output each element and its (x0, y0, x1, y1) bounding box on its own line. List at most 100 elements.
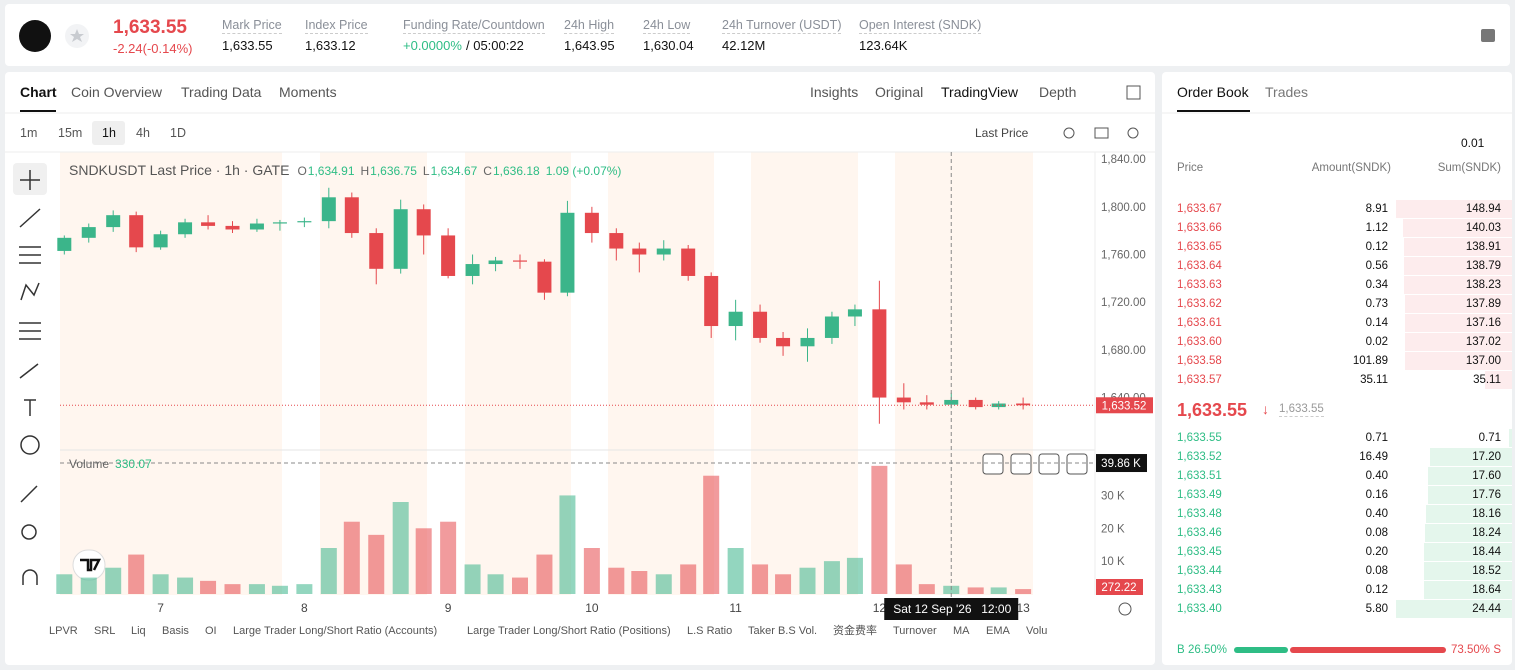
sell-pct: 73.50% (1450, 644, 1490, 656)
ob-tab[interactable]: Order Book (1177, 84, 1249, 100)
candle-body (560, 212, 575, 293)
indicator[interactable]: L.S Ratio (687, 625, 733, 637)
candle-body (944, 399, 959, 405)
ob-price[interactable]: 1,633.43 (1177, 584, 1222, 596)
ob-amount: 0.40 (1365, 508, 1388, 520)
mid-price: 1,633.55 (1177, 400, 1248, 420)
ob-price[interactable]: 1,633.46 (1177, 527, 1222, 539)
indicator[interactable]: Large Trader Long/Short Ratio (Positions… (467, 625, 671, 637)
indicator[interactable]: Basis (162, 625, 189, 637)
ob-price[interactable]: 1,633.48 (1177, 508, 1222, 520)
ob-price[interactable]: 1,633.52 (1177, 451, 1222, 463)
interval[interactable]: 1h (102, 126, 116, 140)
ob-price[interactable]: 1,633.61 (1177, 317, 1222, 329)
candle-body (106, 215, 121, 228)
ob-amount: 0.08 (1365, 527, 1388, 539)
ob-price[interactable]: 1,633.45 (1177, 546, 1222, 558)
volume-bar (846, 557, 863, 594)
indicator[interactable]: EMA (986, 625, 1010, 637)
ob-price[interactable]: 1,633.55 (1177, 432, 1222, 444)
candle-body (728, 311, 743, 327)
candle-body (609, 233, 624, 249)
note-icon[interactable] (1481, 29, 1495, 42)
indicator[interactable]: Large Trader Long/Short Ratio (Accounts) (233, 625, 438, 637)
ob-sum: 18.44 (1472, 546, 1501, 558)
ob-price[interactable]: 1,633.40 (1177, 603, 1222, 615)
ob-price[interactable]: 1,633.66 (1177, 222, 1222, 234)
ob-amount: 0.71 (1365, 432, 1388, 444)
drawing-tools[interactable] (13, 163, 47, 585)
ob-amount: 35.11 (1360, 374, 1388, 386)
indicator[interactable]: LPVR (49, 625, 78, 637)
view-tab[interactable]: Depth (1039, 84, 1077, 100)
indicator[interactable]: Turnover (893, 625, 937, 637)
interval[interactable]: 15m (58, 126, 83, 140)
ob-price[interactable]: 1,633.44 (1177, 565, 1222, 577)
chart-tab[interactable]: Coin Overview (71, 84, 163, 100)
stat-value: 42.12M (722, 38, 766, 53)
volume-bar (608, 567, 625, 594)
view-tab[interactable]: TradingView (941, 84, 1019, 100)
interval[interactable]: 4h (136, 126, 150, 140)
indicator[interactable]: Volu (1026, 625, 1048, 637)
volume-bar (152, 574, 169, 594)
volume-bar (871, 465, 888, 594)
candle-body (81, 227, 96, 238)
volume-bar (1015, 589, 1032, 594)
stat-value: 123.64K (859, 38, 908, 53)
ob-price[interactable]: 1,633.49 (1177, 489, 1222, 501)
ob-sum: 138.79 (1465, 260, 1501, 272)
ob-amount: 16.49 (1359, 451, 1388, 463)
chart-tab[interactable]: Trading Data (181, 84, 262, 100)
ob-price[interactable]: 1,633.63 (1177, 279, 1222, 291)
candle-body (656, 248, 671, 255)
ob-sum: 138.23 (1465, 279, 1501, 291)
volume-bar (487, 574, 504, 594)
ob-price[interactable]: 1,633.62 (1177, 298, 1222, 310)
stat-value: +0.0000% (403, 38, 462, 53)
candle-body (513, 260, 527, 262)
volume-bar (177, 577, 194, 594)
chart-tab[interactable]: Chart (20, 84, 57, 100)
x-tick-label: 10 (585, 601, 599, 615)
last-volume-label: 272.22 (1101, 582, 1136, 594)
ob-sum: 17.60 (1472, 470, 1501, 482)
indicator[interactable]: Liq (131, 625, 146, 637)
view-tab[interactable]: Insights (810, 84, 859, 100)
depth-bar (1424, 562, 1512, 580)
ob-price[interactable]: 1,633.64 (1177, 260, 1222, 272)
ob-amount: 0.56 (1365, 260, 1388, 272)
ohlc-key: H (361, 164, 370, 178)
chart-buttons[interactable] (982, 85, 1141, 616)
ob-tab[interactable]: Trades (1265, 84, 1309, 100)
ob-price[interactable]: 1,633.67 (1177, 203, 1222, 215)
indicator[interactable]: 资金费率 (833, 625, 877, 637)
ob-price[interactable]: 1,633.57 (1177, 374, 1222, 386)
view-tab[interactable]: Original (875, 84, 924, 100)
crosshair-time: 12:00 (981, 602, 1011, 616)
ob-amount: 0.02 (1365, 336, 1388, 348)
countdown: / 05:00:22 (466, 38, 524, 53)
precision[interactable]: 0.01 (1461, 136, 1485, 150)
chart-tab[interactable]: Moments (279, 84, 337, 100)
x-tick-label: 11 (729, 601, 742, 615)
depth-bar (1403, 238, 1512, 256)
ob-price[interactable]: 1,633.51 (1177, 470, 1222, 482)
price-source[interactable]: Last Price (975, 126, 1029, 140)
indicator[interactable]: OI (205, 625, 217, 637)
volume-bar (583, 548, 600, 594)
ob-price[interactable]: 1,633.60 (1177, 336, 1222, 348)
ob-price[interactable]: 1,633.58 (1177, 355, 1222, 367)
depth-bar (1425, 524, 1512, 542)
stat-value: 1,633.55 (222, 38, 273, 53)
ob-price[interactable]: 1,633.65 (1177, 241, 1222, 253)
candle-body (872, 309, 887, 398)
ob-sum: 18.16 (1472, 508, 1501, 520)
indicator[interactable]: Taker B.S Vol. (748, 625, 818, 637)
interval[interactable]: 1m (20, 126, 38, 140)
interval[interactable]: 1D (170, 126, 186, 140)
candle-body (847, 309, 862, 317)
indicator[interactable]: MA (953, 625, 970, 637)
indicator[interactable]: SRL (94, 625, 116, 637)
